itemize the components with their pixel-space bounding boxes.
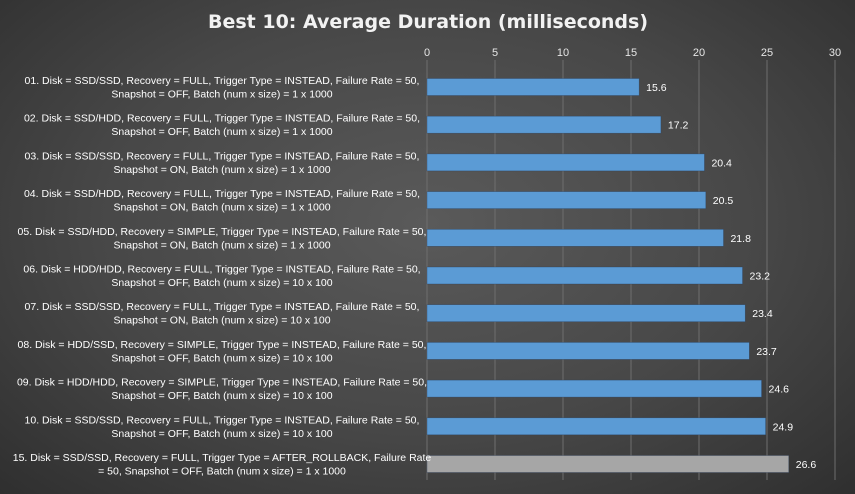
bar — [426, 417, 766, 436]
x-tick-label: 5 — [492, 47, 498, 59]
bar-value-label: 20.5 — [713, 195, 734, 207]
category-label-line: Snapshot = OFF, Batch (num x size) = 10 … — [111, 277, 332, 289]
category-label-line: 03. Disk = SSD/SSD, Recovery = FULL, Tri… — [25, 150, 420, 162]
bar-value-label: 17.2 — [668, 120, 689, 132]
bar — [426, 379, 762, 398]
bar-value-label: 20.4 — [711, 157, 732, 169]
category-label-line: 02. Disk = SSD/HDD, Recovery = FULL, Tri… — [24, 113, 420, 125]
bar-value-label: 23.4 — [752, 308, 773, 320]
bar-value-label: 23.7 — [756, 346, 777, 358]
category-label-line: 07. Disk = SSD/SSD, Recovery = FULL, Tri… — [25, 301, 420, 313]
x-tick-label: 0 — [424, 47, 430, 59]
category-label: 01. Disk = SSD/SSD, Recovery = FULL, Tri… — [25, 75, 420, 101]
x-tick-label: 20 — [693, 47, 705, 59]
category-label: 08. Disk = HDD/SSD, Recovery = SIMPLE, T… — [18, 339, 427, 365]
bar — [426, 229, 724, 247]
chart-title: Best 10: Average Duration (milliseconds) — [208, 11, 648, 33]
bar — [426, 455, 790, 473]
bar — [426, 78, 640, 96]
category-label-line: Snapshot = ON, Batch (num x size) = 10 x… — [113, 315, 330, 327]
category-label-line: Snapshot = OFF, Batch (num x size) = 1 x… — [111, 89, 332, 101]
bar-value-label: 15.6 — [646, 82, 667, 94]
bar-value-label: 23.2 — [750, 271, 771, 283]
category-label-line: Snapshot = ON, Batch (num x size) = 1 x … — [113, 164, 330, 176]
bar-value-label: 21.8 — [730, 233, 751, 245]
category-label-line: 04. Disk = SSD/HDD, Recovery = FULL, Tri… — [24, 188, 420, 200]
bars — [426, 78, 790, 473]
category-label: 03. Disk = SSD/SSD, Recovery = FULL, Tri… — [25, 150, 420, 176]
category-label-line: Snapshot = OFF, Batch (num x size) = 10 … — [111, 428, 332, 440]
x-axis-ticks: 0 5 10 15 20 25 30 — [424, 47, 841, 59]
category-label-line: 15. Disk = SSD/SSD, Recovery = FULL, Tri… — [13, 452, 432, 464]
bar — [426, 266, 743, 285]
data-labels: 15.6 17.2 20.4 20.5 21.8 23.2 23.4 23.7 24.6 24.9… — [646, 82, 816, 471]
category-label: 06. Disk = HDD/HDD, Recovery = FULL, Tri… — [23, 264, 420, 290]
category-label-line: Snapshot = ON, Batch (num x size) = 1 x … — [113, 202, 330, 214]
bar — [426, 115, 662, 134]
bar — [426, 304, 746, 323]
category-label: 10. Disk = SSD/SSD, Recovery = FULL, Tri… — [25, 414, 420, 440]
bar — [426, 153, 705, 172]
x-tick-label: 10 — [557, 47, 569, 59]
category-label-line: = 50, Snapshot = OFF, Batch (num x size)… — [98, 466, 346, 478]
category-label: 02. Disk = SSD/HDD, Recovery = FULL, Tri… — [24, 113, 420, 139]
category-label-line: 06. Disk = HDD/HDD, Recovery = FULL, Tri… — [23, 264, 420, 276]
category-label: 07. Disk = SSD/SSD, Recovery = FULL, Tri… — [25, 301, 420, 327]
x-tick-label: 15 — [625, 47, 637, 59]
category-label: 04. Disk = SSD/HDD, Recovery = FULL, Tri… — [24, 188, 420, 214]
bar-value-label: 26.6 — [796, 459, 817, 471]
category-label: 09. Disk = HDD/HDD, Recovery = SIMPLE, T… — [17, 377, 427, 403]
category-label-line: 01. Disk = SSD/SSD, Recovery = FULL, Tri… — [25, 75, 420, 87]
category-label-line: 08. Disk = HDD/SSD, Recovery = SIMPLE, T… — [18, 339, 427, 351]
bar — [426, 191, 707, 209]
category-label-line: Snapshot = ON, Batch (num x size) = 1 x … — [113, 239, 330, 251]
category-label: 05. Disk = SSD/HDD, Recovery = SIMPLE, T… — [18, 226, 427, 252]
bar-value-label: 24.6 — [769, 384, 790, 396]
x-tick-label: 30 — [829, 47, 841, 59]
category-label-line: Snapshot = OFF, Batch (num x size) = 1 x… — [111, 126, 332, 138]
category-label-line: 09. Disk = HDD/HDD, Recovery = SIMPLE, T… — [17, 377, 427, 389]
bar — [426, 342, 750, 360]
x-tick-label: 25 — [761, 47, 773, 59]
category-label-line: Snapshot = OFF, Batch (num x size) = 10 … — [111, 352, 332, 364]
category-labels: 01. Disk = SSD/SSD, Recovery = FULL, Tri… — [13, 75, 432, 478]
category-label-line: 10. Disk = SSD/SSD, Recovery = FULL, Tri… — [25, 414, 420, 426]
category-label-line: 05. Disk = SSD/HDD, Recovery = SIMPLE, T… — [18, 226, 427, 238]
category-label-line: Snapshot = OFF, Batch (num x size) = 10 … — [111, 390, 332, 402]
category-label: 15. Disk = SSD/SSD, Recovery = FULL, Tri… — [13, 452, 432, 478]
bar-value-label: 24.9 — [773, 421, 794, 433]
